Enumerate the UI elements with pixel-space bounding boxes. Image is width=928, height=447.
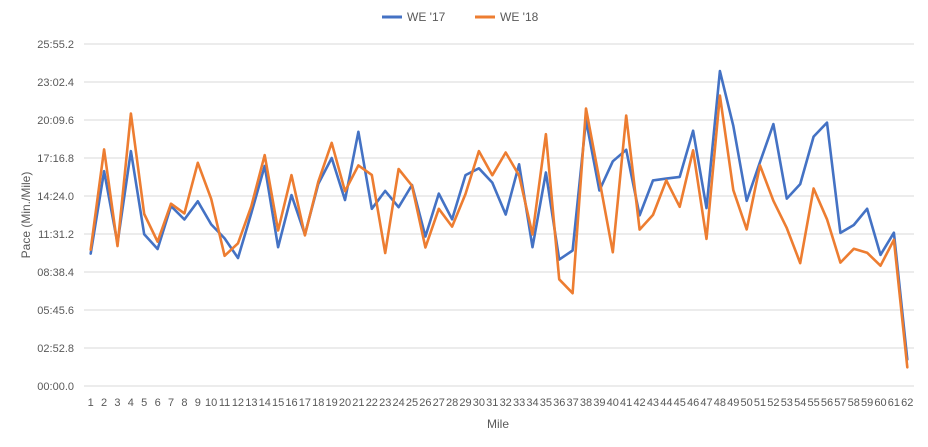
y-tick-label: 11:31.2 (38, 229, 74, 241)
y-tick-label: 25:55.2 (37, 39, 74, 51)
x-tick-label: 14 (259, 397, 271, 409)
x-tick-label: 61 (888, 397, 900, 409)
x-tick-label: 25 (406, 397, 418, 409)
x-tick-label: 1 (88, 397, 94, 409)
x-tick-label: 56 (821, 397, 833, 409)
y-tick-label: 17:16.8 (37, 153, 74, 165)
x-tick-label: 60 (874, 397, 886, 409)
x-tick-label: 3 (114, 397, 120, 409)
x-tick-label: 26 (419, 397, 431, 409)
x-tick-label: 18 (312, 397, 324, 409)
x-tick-label: 24 (392, 397, 404, 409)
legend: WE '17 WE '18 (382, 10, 539, 24)
x-tick-label: 11 (219, 397, 230, 409)
x-tick-label: 5 (141, 397, 147, 409)
x-axis-title: Mile (487, 417, 509, 431)
x-tick-label: 32 (500, 397, 512, 409)
y-tick-label: 14:24.0 (37, 191, 74, 203)
x-tick-label: 9 (195, 397, 201, 409)
y-tick-label: 02:52.8 (37, 343, 74, 355)
y-axis-title: Pace (Min./Mile) (19, 172, 33, 259)
x-tick-label: 29 (459, 397, 471, 409)
x-tick-label: 55 (807, 397, 819, 409)
x-tick-label: 12 (232, 397, 244, 409)
series-line-we17 (89, 69, 909, 361)
x-tick-label: 36 (553, 397, 565, 409)
x-tick-label: 58 (848, 397, 860, 409)
x-tick-label: 31 (486, 397, 498, 409)
x-tick-label: 35 (540, 397, 552, 409)
x-tick-label: 28 (446, 397, 458, 409)
legend-label-we17: WE '17 (407, 10, 446, 24)
x-tick-label: 39 (593, 397, 605, 409)
x-tick-label: 48 (714, 397, 726, 409)
x-tick-label: 47 (700, 397, 712, 409)
x-tick-label: 21 (352, 397, 364, 409)
x-tick-label: 53 (781, 397, 793, 409)
x-tick-label: 2 (101, 397, 107, 409)
x-tick-label: 62 (901, 397, 913, 409)
x-tick-label: 27 (433, 397, 445, 409)
x-tick-label: 4 (128, 397, 134, 409)
x-tick-label: 57 (834, 397, 846, 409)
x-tick-label: 54 (794, 397, 806, 409)
x-tick-label: 42 (633, 397, 645, 409)
x-tick-label: 38 (580, 397, 592, 409)
y-tick-label: 23:02.4 (37, 77, 74, 89)
x-tick-label: 37 (567, 397, 579, 409)
x-tick-label: 10 (205, 397, 217, 409)
x-tick-label: 7 (168, 397, 174, 409)
y-tick-label: 08:38.4 (37, 267, 74, 279)
y-tick-label: 00:00.0 (37, 381, 74, 393)
series-lines (89, 69, 909, 369)
y-axis-ticks: 00:00.0 02:52.8 05:45.6 08:38.4 11:31.2 14:24… (37, 39, 74, 393)
x-tick-label: 43 (647, 397, 659, 409)
x-tick-label: 19 (326, 397, 338, 409)
legend-label-we18: WE '18 (500, 10, 539, 24)
x-tick-label: 30 (473, 397, 485, 409)
y-tick-label: 20:09.6 (37, 115, 74, 127)
x-tick-label: 6 (155, 397, 161, 409)
x-tick-label: 41 (620, 397, 632, 409)
x-tick-label: 45 (674, 397, 686, 409)
x-tick-label: 23 (379, 397, 391, 409)
x-tick-label: 16 (285, 397, 297, 409)
x-tick-label: 33 (513, 397, 525, 409)
x-tick-label: 15 (272, 397, 284, 409)
x-tick-label: 13 (245, 397, 257, 409)
x-tick-label: 22 (366, 397, 378, 409)
series-line-we18 (89, 94, 909, 369)
x-tick-label: 17 (299, 397, 311, 409)
x-tick-label: 46 (687, 397, 699, 409)
y-tick-label: 05:45.6 (37, 305, 74, 317)
x-axis-ticks: 1 2 3 4 5 6 7 8 9 10 11 12 13 14 15 16 17 18 19 20 21 22 23 24 2… (88, 397, 914, 409)
x-tick-label: 8 (181, 397, 187, 409)
x-tick-label: 50 (741, 397, 753, 409)
x-tick-label: 40 (607, 397, 619, 409)
x-tick-label: 59 (861, 397, 873, 409)
x-tick-label: 44 (660, 397, 672, 409)
x-tick-label: 34 (526, 397, 538, 409)
x-tick-label: 52 (767, 397, 779, 409)
x-tick-label: 49 (727, 397, 739, 409)
x-tick-label: 20 (339, 397, 351, 409)
x-tick-label: 51 (754, 397, 766, 409)
